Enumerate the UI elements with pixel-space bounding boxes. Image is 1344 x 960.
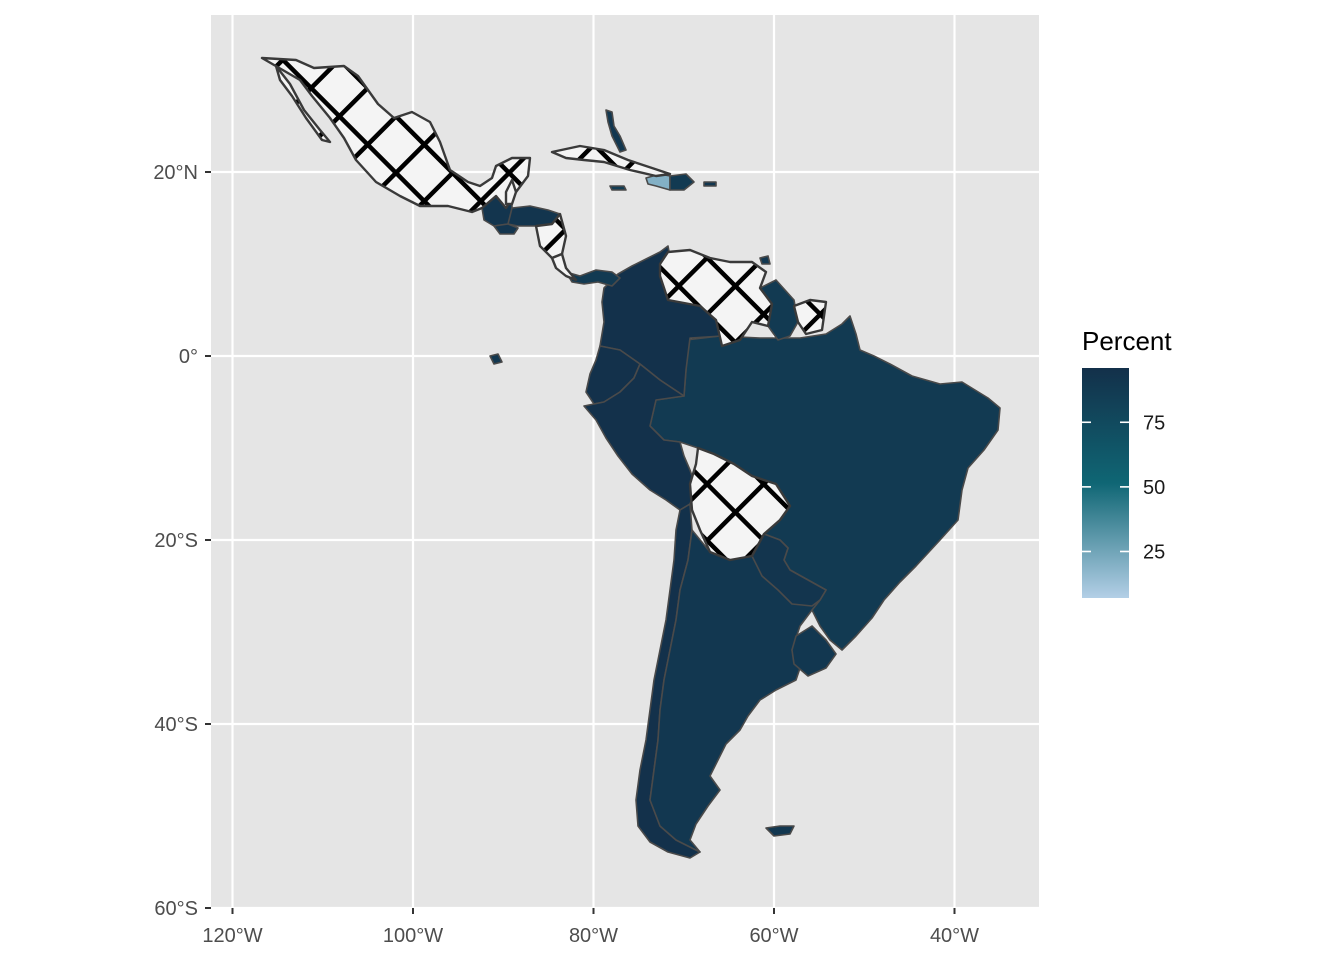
y-tick-label: 20°N <box>153 162 198 184</box>
legend-title: Percent <box>1082 326 1172 356</box>
country-paraguay <box>751 533 827 607</box>
island-falklands <box>765 825 795 837</box>
country-jamaica <box>609 185 627 191</box>
x-tick-label: 60°W <box>749 925 798 947</box>
y-tick-label: 0° <box>179 346 198 368</box>
country-peru <box>583 363 697 511</box>
y-tick-label: 60°S <box>154 898 198 920</box>
legend-break-label: 25 <box>1143 541 1165 563</box>
legend: Percent 25 50 75 <box>1082 326 1172 598</box>
island-puerto-rico <box>703 181 717 187</box>
country-suriname <box>792 298 828 336</box>
country-cuba <box>550 144 672 178</box>
legend-break-label: 50 <box>1143 477 1165 499</box>
x-tick-label: 100°W <box>383 925 443 947</box>
legend-colorbar <box>1082 368 1129 598</box>
x-tick-label: 40°W <box>930 925 979 947</box>
country-uruguay <box>791 625 837 677</box>
country-mexico <box>260 56 532 214</box>
country-layer <box>260 56 1001 859</box>
y-axis: 20°N 0° 20°S 40°S 60°S <box>153 162 211 920</box>
country-bolivia <box>688 446 792 562</box>
legend-break-label: 75 <box>1143 412 1165 434</box>
country-venezuela <box>658 248 774 348</box>
country-costa-rica <box>550 252 578 282</box>
x-axis: 120°W 100°W 80°W 60°W 40°W <box>202 908 979 947</box>
legend-breaks: 25 50 75 <box>1082 412 1165 563</box>
country-nicaragua <box>534 212 568 260</box>
graticule <box>211 15 1039 910</box>
island-galapagos <box>489 353 503 365</box>
island-trinidad <box>759 255 771 265</box>
x-tick-label: 120°W <box>202 925 262 947</box>
country-belize <box>504 178 518 206</box>
island-bahamas <box>605 109 627 153</box>
country-el-salvador <box>493 223 519 235</box>
y-tick-label: 40°S <box>154 714 198 736</box>
country-dominican-republic <box>669 173 695 191</box>
country-panama <box>565 269 621 287</box>
y-tick-label: 20°S <box>154 530 198 552</box>
x-tick-label: 80°W <box>569 925 618 947</box>
